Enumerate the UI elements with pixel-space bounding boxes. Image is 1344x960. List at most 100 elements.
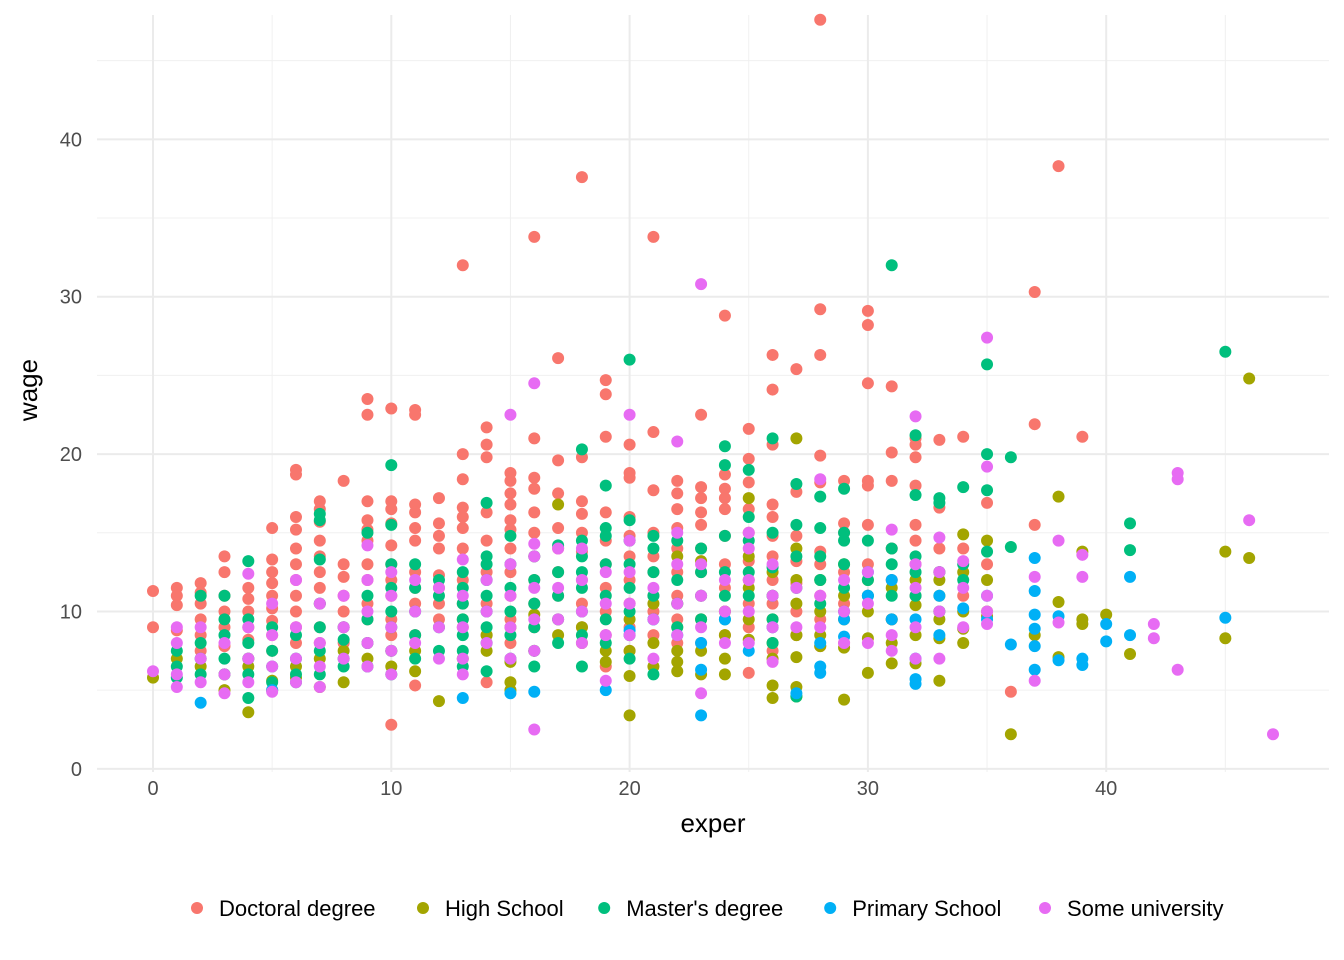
data-point [456, 522, 469, 535]
data-point [194, 696, 207, 709]
data-point [1124, 517, 1137, 530]
data-point [432, 517, 445, 530]
data-point [528, 506, 541, 519]
data-point [647, 484, 660, 497]
data-point [242, 692, 255, 705]
data-point [480, 636, 493, 649]
data-point [170, 668, 183, 681]
data-point [718, 573, 731, 586]
data-point [552, 581, 565, 594]
major-gridlines [97, 15, 1329, 772]
data-point [480, 589, 493, 602]
data-point [170, 599, 183, 612]
data-point [480, 496, 493, 509]
data-point [266, 629, 279, 642]
data-point [194, 589, 207, 602]
data-point [385, 566, 398, 579]
data-point [266, 522, 279, 535]
data-point [623, 581, 636, 594]
data-point [599, 430, 612, 443]
data-point [194, 652, 207, 665]
data-point [742, 542, 755, 555]
legend-key [191, 902, 203, 914]
data-point [1076, 570, 1089, 583]
data-point [361, 393, 374, 406]
data-point [1028, 674, 1041, 687]
data-point [957, 528, 970, 541]
data-point [504, 652, 517, 665]
data-point [575, 443, 588, 456]
data-point [409, 605, 422, 618]
data-point [313, 566, 326, 579]
data-point [814, 303, 827, 316]
data-point [695, 636, 708, 649]
data-point [528, 613, 541, 626]
data-point [1124, 629, 1137, 642]
data-point [695, 542, 708, 555]
data-point [1028, 622, 1041, 635]
data-point [528, 723, 541, 736]
data-point [814, 522, 827, 535]
data-point [456, 566, 469, 579]
data-point [575, 495, 588, 508]
data-point [718, 482, 731, 495]
data-point [409, 522, 422, 535]
data-point [289, 523, 302, 536]
data-point [1100, 618, 1113, 631]
x-axis-title: exper [680, 808, 745, 838]
data-point [1004, 540, 1017, 553]
data-point [504, 542, 517, 555]
data-point [1004, 638, 1017, 651]
data-point [218, 687, 231, 700]
data-point [456, 621, 469, 634]
data-point [1267, 728, 1279, 741]
data-point [766, 558, 779, 571]
data-point [790, 581, 803, 594]
data-point [957, 602, 970, 615]
data-point [289, 589, 302, 602]
data-point [981, 496, 994, 509]
data-point [885, 613, 898, 626]
data-point [552, 542, 565, 555]
data-point [385, 539, 398, 552]
data-point [266, 566, 279, 579]
data-point [1052, 654, 1065, 667]
data-point [385, 402, 398, 415]
data-point [409, 636, 422, 649]
data-point [671, 665, 684, 678]
data-point [361, 558, 374, 571]
data-point [647, 426, 660, 439]
data-point [385, 668, 398, 681]
data-point [790, 687, 803, 700]
data-point [337, 558, 350, 571]
data-point [409, 652, 422, 665]
data-point [981, 573, 994, 586]
data-point [885, 474, 898, 487]
data-point [838, 636, 851, 649]
data-point [1147, 618, 1160, 631]
data-point [599, 684, 612, 697]
legend-key [598, 902, 611, 914]
y-tick-label: 20 [60, 444, 82, 466]
data-point [885, 446, 898, 459]
data-point [599, 655, 612, 668]
data-point [456, 668, 469, 681]
data-point [266, 553, 279, 566]
data-point [599, 506, 612, 519]
data-point [647, 542, 660, 555]
data-point [909, 581, 922, 594]
data-point [480, 421, 493, 434]
data-point [456, 501, 469, 514]
data-point [861, 597, 874, 610]
data-point [933, 531, 946, 544]
data-point [909, 479, 922, 492]
data-point [528, 377, 541, 390]
data-point [242, 621, 255, 634]
y-tick-label: 0 [71, 759, 82, 781]
data-point [313, 534, 326, 547]
data-point [456, 473, 469, 486]
data-point [337, 676, 350, 689]
data-point [599, 629, 612, 642]
data-point [718, 468, 731, 481]
